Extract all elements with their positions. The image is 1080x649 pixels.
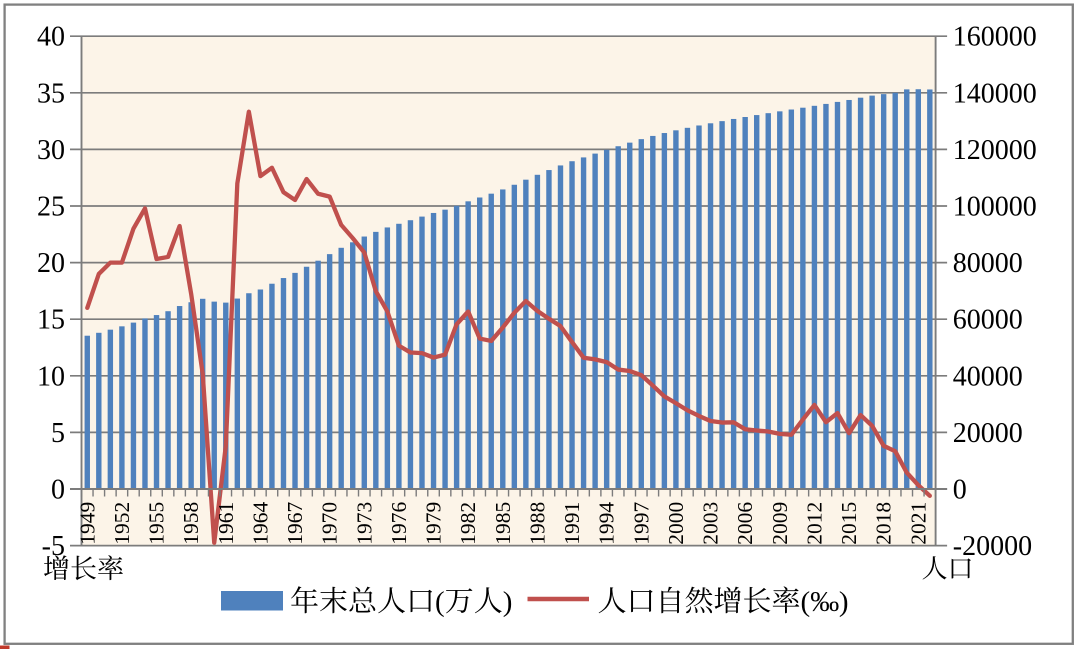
- svg-text:1979: 1979: [422, 502, 446, 545]
- svg-text:40: 40: [37, 22, 65, 53]
- svg-text:2012: 2012: [802, 502, 826, 545]
- svg-text:-20000: -20000: [953, 531, 1032, 562]
- svg-text:(: (: [435, 586, 445, 618]
- svg-text:2003: 2003: [699, 502, 723, 545]
- svg-text:120000: 120000: [953, 135, 1037, 166]
- svg-text:20000: 20000: [953, 418, 1023, 449]
- svg-text:100000: 100000: [953, 192, 1037, 223]
- svg-text:25: 25: [37, 192, 65, 223]
- svg-text:35: 35: [37, 78, 65, 109]
- svg-text:): ): [503, 586, 513, 618]
- svg-text:(: (: [801, 586, 811, 618]
- svg-text:1952: 1952: [110, 502, 134, 545]
- svg-text:1976: 1976: [387, 502, 411, 545]
- svg-text:80000: 80000: [953, 248, 1023, 279]
- svg-text:1991: 1991: [560, 502, 584, 545]
- svg-text:1949: 1949: [75, 502, 99, 545]
- svg-text:160000: 160000: [953, 22, 1037, 53]
- svg-text:1958: 1958: [179, 502, 203, 545]
- svg-text:1970: 1970: [318, 502, 342, 545]
- svg-text:40000: 40000: [953, 361, 1023, 392]
- svg-text:1988: 1988: [525, 502, 549, 545]
- svg-text:2009: 2009: [768, 502, 792, 545]
- svg-text:2018: 2018: [872, 502, 896, 545]
- svg-text:): ): [839, 586, 849, 618]
- svg-text:-5: -5: [42, 531, 65, 562]
- svg-text:60000: 60000: [953, 305, 1023, 336]
- svg-text:1982: 1982: [456, 502, 480, 545]
- svg-text:1994: 1994: [595, 502, 619, 545]
- svg-text:140000: 140000: [953, 78, 1037, 109]
- svg-text:1964: 1964: [248, 502, 272, 545]
- svg-text:0: 0: [953, 475, 967, 506]
- svg-text:2021: 2021: [906, 502, 930, 545]
- svg-text:2006: 2006: [733, 502, 757, 545]
- svg-text:15: 15: [37, 305, 65, 336]
- svg-text:2015: 2015: [837, 502, 861, 545]
- svg-text:10: 10: [37, 361, 65, 392]
- svg-text:5: 5: [51, 418, 65, 449]
- svg-text:‰: ‰: [810, 586, 839, 618]
- svg-text:20: 20: [37, 248, 65, 279]
- svg-text:1997: 1997: [629, 502, 653, 545]
- svg-text:0: 0: [51, 475, 65, 506]
- svg-text:1955: 1955: [145, 502, 169, 545]
- svg-text:30: 30: [37, 135, 65, 166]
- svg-text:1961: 1961: [214, 502, 238, 545]
- svg-text:2000: 2000: [664, 502, 688, 545]
- svg-text:1985: 1985: [491, 502, 515, 545]
- svg-text:1967: 1967: [283, 502, 307, 545]
- svg-text:1973: 1973: [352, 502, 376, 545]
